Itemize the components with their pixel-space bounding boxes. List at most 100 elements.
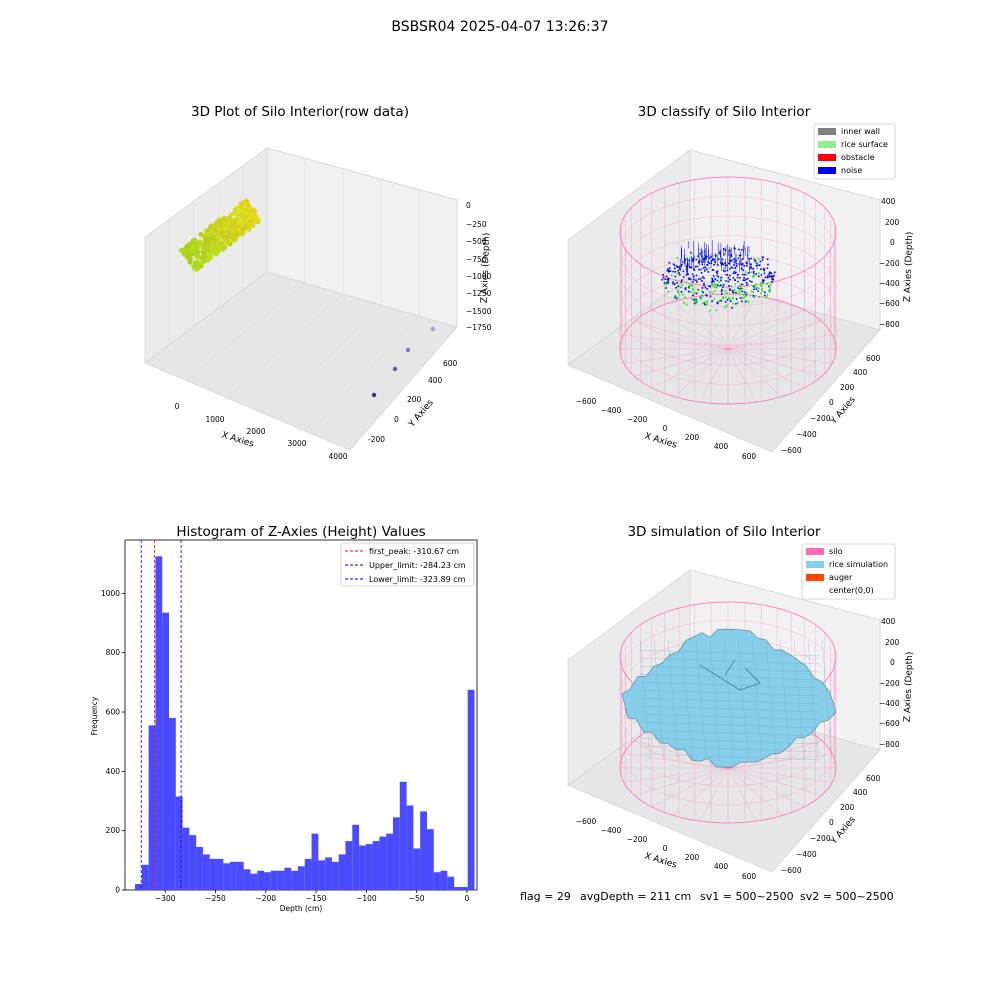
noise-point [727, 280, 729, 283]
noise-point [693, 269, 696, 271]
x-tick: −400 [601, 826, 622, 835]
silo-floor-spoke [727, 767, 833, 783]
histogram-bar [331, 861, 339, 890]
rice-surface-point [685, 281, 688, 284]
rice-surface-point [732, 297, 734, 299]
z-ticks-classify: 400 200 0 −200 −400 −600 −800 [879, 197, 900, 329]
histogram-bar [420, 811, 427, 890]
raw-point [222, 215, 228, 221]
noise-point [699, 296, 702, 299]
silo-floor-spoke [727, 334, 833, 350]
raw-point [224, 234, 230, 240]
z-tick: −400 [879, 699, 900, 708]
noise-point [685, 274, 688, 276]
raw-point [192, 238, 197, 244]
noise-point [734, 267, 736, 269]
rice-surface-point [739, 285, 741, 287]
histogram-bar [264, 872, 271, 890]
noise-point [755, 273, 757, 275]
z-tick: 0 [890, 658, 895, 667]
sv1-text: sv1 = 500~2500 [700, 890, 794, 903]
rice-surface-point [682, 293, 684, 296]
noise-point [681, 261, 684, 263]
silo-floor-spoke [673, 348, 729, 397]
noise-point [707, 271, 710, 273]
rice-surface-point [689, 257, 692, 259]
noise-point [702, 267, 705, 269]
rice-surface-point [701, 295, 704, 298]
silo-floor-spoke [727, 740, 822, 769]
x-axis-label-classify: X Axies [643, 431, 678, 450]
rice-surface-point [732, 302, 735, 305]
surface-mesh-line [639, 729, 821, 737]
noise-point [687, 290, 690, 293]
rice-surface-point [746, 300, 748, 302]
rice-surface-point [703, 256, 705, 258]
noise-point [730, 254, 732, 256]
rice-surface-point [759, 282, 762, 284]
noise-point [663, 282, 666, 285]
x-tick: −200 [627, 835, 648, 844]
noise-point [703, 257, 705, 259]
noise-point [678, 266, 680, 269]
noise-point [760, 268, 762, 270]
noise-point [706, 288, 708, 290]
noise-point [732, 277, 735, 279]
noise-point [746, 262, 748, 265]
noise-point [693, 299, 695, 301]
noise-point [739, 277, 741, 279]
noise-point [735, 291, 737, 294]
noise-point [752, 272, 755, 274]
noise-point [746, 265, 748, 267]
rice-surface-point [691, 288, 694, 290]
silo-floor-spoke [727, 321, 822, 350]
z-ticks-raw: 0 −250 −500 −750 −1000 −1250 −1500 −1750 [466, 201, 492, 332]
noise-point [690, 251, 692, 254]
z-axis-label-raw: Z Axies (Depth) [480, 233, 492, 304]
rice-surface-point [765, 296, 768, 298]
rice-surface-point [750, 271, 753, 274]
rice-surface-point [706, 301, 709, 304]
histogram-bar [291, 870, 298, 890]
y-tick-label: 0 [115, 886, 120, 895]
noise-point [720, 284, 722, 286]
noise-point [716, 272, 719, 274]
noise-point [716, 284, 719, 286]
surface-mesh-line [639, 745, 821, 753]
noise-point [722, 269, 725, 272]
noise-point [768, 273, 770, 275]
raw-point [234, 210, 240, 216]
noise-point [757, 290, 759, 292]
x-tick-label: −250 [205, 894, 226, 903]
x-tick: 200 [685, 433, 700, 442]
y-tick: 400 [853, 788, 868, 797]
noise-point [733, 247, 736, 249]
rice-surface-point [705, 303, 708, 306]
rice-surface-point [754, 261, 756, 264]
z-tick: −1500 [466, 307, 492, 316]
rice-surface-point [752, 291, 754, 294]
x-tick-label: −50 [409, 894, 425, 903]
x-ticks-simulation: −600 −400 −200 0 200 400 600 [576, 817, 757, 881]
noise-point [715, 271, 718, 273]
noise-point [682, 270, 685, 273]
noise-point [692, 294, 694, 297]
histogram-bar [467, 689, 475, 890]
noise-point [668, 261, 671, 264]
y-tick-label: 800 [106, 648, 121, 657]
rice-surface-point [696, 299, 698, 302]
noise-point [735, 259, 738, 262]
raw-point [205, 257, 211, 263]
histogram-bar [230, 861, 237, 890]
raw-point [236, 223, 242, 229]
rice-surface-point [739, 288, 741, 290]
surface-mesh-line [667, 639, 679, 761]
noise-point [693, 268, 695, 270]
noise-point [732, 291, 735, 294]
rice-surface-point [718, 281, 721, 283]
noise-point [724, 301, 727, 303]
noise-point [726, 299, 729, 301]
y-tick: 200 [407, 395, 422, 404]
histogram-bar [270, 870, 278, 890]
